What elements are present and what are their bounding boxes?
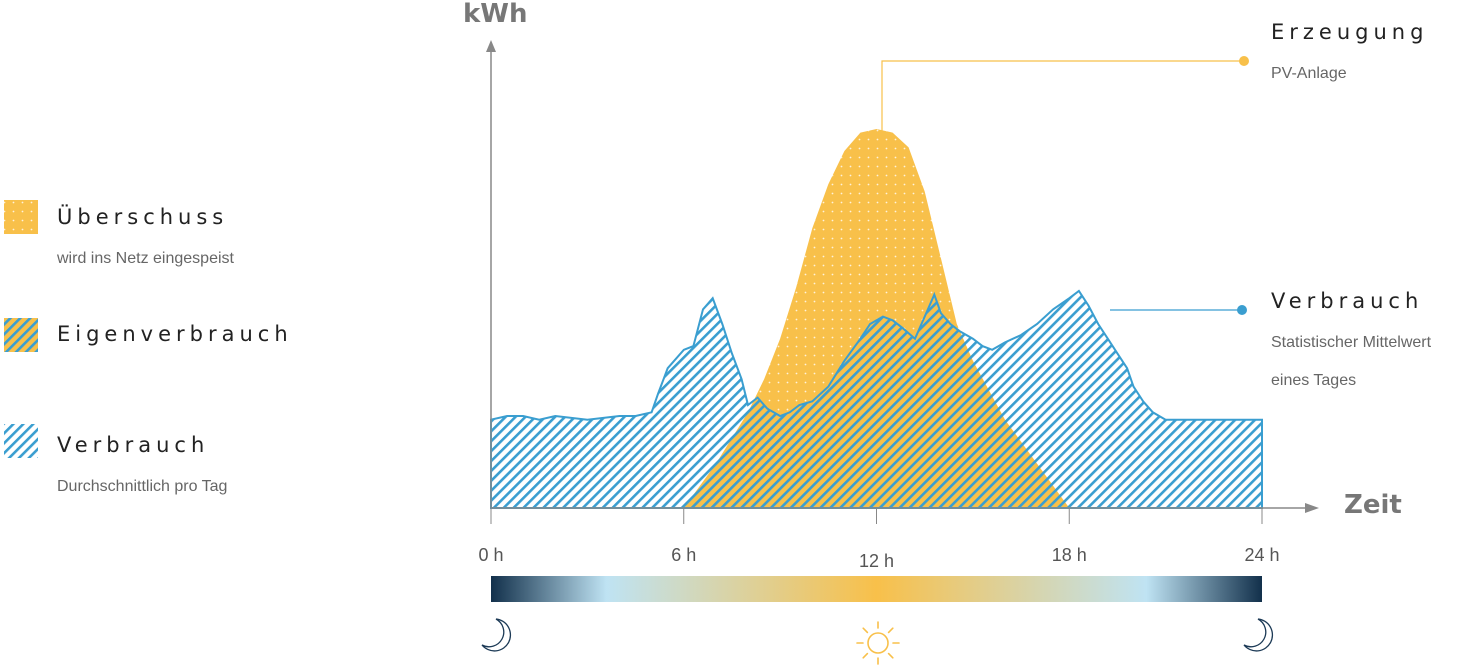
legend-title-verbrauch: Verbrauch — [57, 433, 209, 457]
x-ticks: 0 h 6 h 12 h 18 h 24 h — [478, 508, 1280, 571]
callout-line-erzeugung — [881, 60, 1244, 140]
day-gradient-bar — [491, 576, 1262, 602]
callout-subtitle-verbrauch-2: eines Tages — [1271, 372, 1356, 389]
callout-dot-erzeugung — [1239, 56, 1249, 66]
x-axis-arrow — [1305, 503, 1319, 513]
x-tick-label: 18 h — [1052, 545, 1087, 565]
legend-swatch-ueberschuss — [4, 200, 38, 234]
callout-verbrauch: Verbrauch Statistischer Mittelwert eines… — [1110, 289, 1432, 389]
moon-icon — [1243, 618, 1274, 652]
legend-title-ueberschuss: Überschuss — [57, 204, 228, 229]
callout-subtitle-erzeugung: PV-Anlage — [1271, 65, 1347, 82]
legend-swatch-verbrauch — [4, 424, 38, 458]
legend-swatch-eigenverbrauch — [4, 318, 38, 352]
legend-title-eigenverbrauch: Eigenverbrauch — [57, 322, 293, 346]
x-tick-label: 24 h — [1244, 545, 1279, 565]
series-line-verbrauch — [490, 289, 1263, 509]
x-tick-label: 12 h — [859, 551, 894, 571]
axes: kWh Zeit — [463, 0, 1402, 520]
callout-title-erzeugung: Erzeugung — [1271, 20, 1428, 44]
callout-title-verbrauch: Verbrauch — [1271, 289, 1423, 313]
legend-subtitle-ueberschuss: wird ins Netz eingespeist — [56, 250, 235, 267]
moon-icon — [481, 618, 512, 652]
y-axis-label: kWh — [463, 0, 527, 29]
callout-erzeugung: Erzeugung PV-Anlage — [881, 20, 1428, 140]
sun-icon — [856, 621, 900, 665]
legend: Überschuss wird ins Netz eingespeist Eig… — [4, 200, 293, 495]
x-axis-label: Zeit — [1344, 490, 1402, 520]
callout-dot-verbrauch — [1237, 305, 1247, 315]
legend-subtitle-verbrauch: Durchschnittlich pro Tag — [57, 478, 227, 495]
y-axis-arrow — [486, 40, 496, 52]
callout-subtitle-verbrauch-1: Statistischer Mittelwert — [1271, 334, 1432, 351]
x-tick-label: 6 h — [671, 545, 696, 565]
x-tick-label: 0 h — [478, 545, 503, 565]
